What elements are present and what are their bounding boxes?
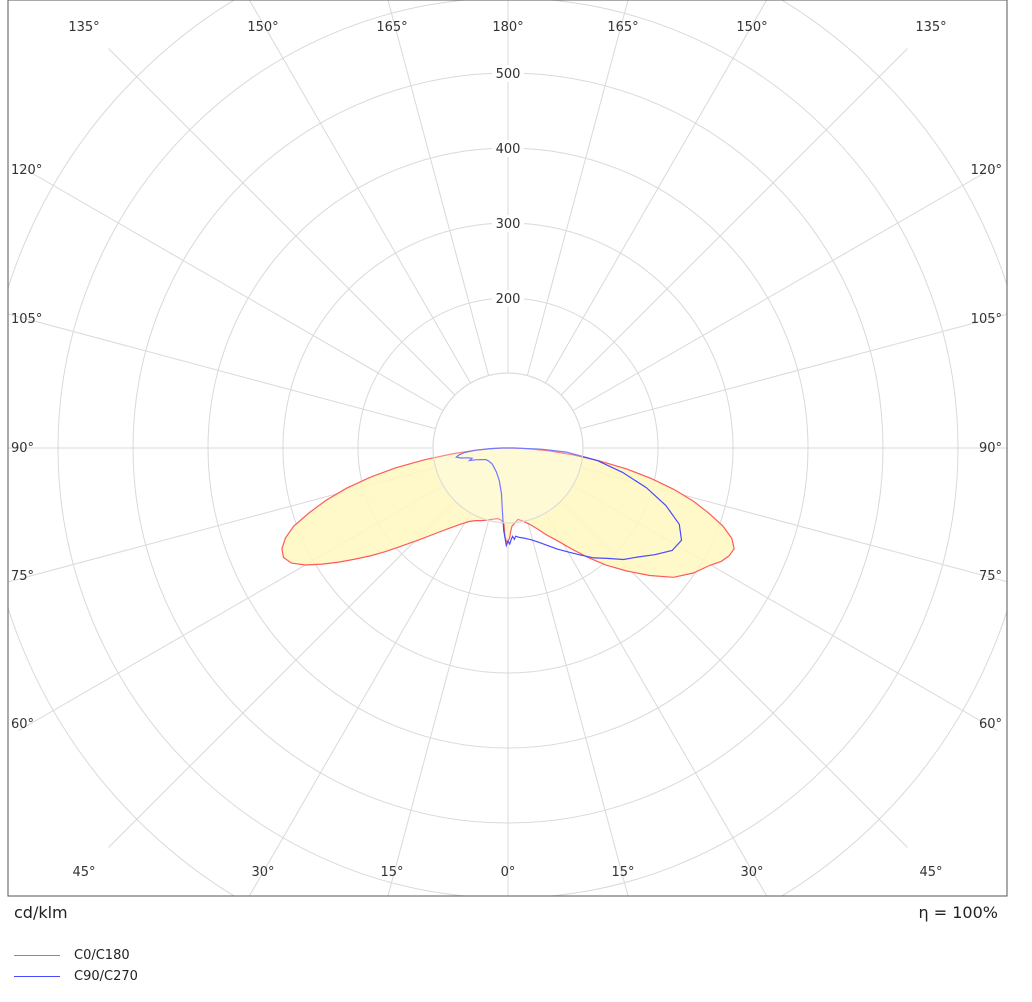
grid-spoke (580, 313, 1007, 430)
angle-tick-label-left: 105° (11, 312, 42, 327)
angle-tick-label-bottom: 30° (251, 865, 274, 880)
grid-spoke (18, 165, 444, 411)
legend: C0/C180 C90/C270 (14, 945, 138, 987)
grid-spoke (545, 512, 768, 896)
legend-swatch-c0 (14, 955, 60, 956)
series-line-0 (281, 447, 735, 578)
angle-tick-label-top: 150° (247, 20, 278, 35)
hub-circle (432, 372, 584, 524)
legend-label-c0: C0/C180 (74, 948, 130, 963)
angle-tick-label-top: 165° (376, 20, 407, 35)
angle-tick-label-right: 60° (979, 717, 1002, 732)
grid-spoke (560, 48, 908, 396)
grid-spoke (387, 520, 490, 896)
grid-spoke (545, 0, 768, 384)
angle-tick-label-left: 90° (11, 441, 34, 456)
grid-spoke (8, 313, 436, 430)
radial-tick-bg (492, 140, 524, 157)
angle-tick-label-right: 120° (971, 163, 1002, 178)
radial-tick-label: 200 (496, 292, 521, 307)
grid-spoke (108, 48, 456, 396)
angle-tick-label-bottom: 45° (919, 865, 942, 880)
angle-tick-label-bottom: 30° (740, 865, 763, 880)
legend-item-c90: C90/C270 (14, 966, 138, 987)
series-fill-0 (281, 448, 735, 578)
series-line-1 (454, 447, 683, 561)
plot-frame (7, 0, 1008, 897)
center-hub (432, 372, 584, 524)
angle-tick-label-left: 120° (11, 163, 42, 178)
radial-tick-bg (492, 215, 524, 232)
series-layer (281, 447, 735, 578)
grid-spoke (387, 0, 490, 376)
legend-item-c0: C0/C180 (14, 945, 138, 966)
grid-spoke (572, 165, 998, 411)
radial-tick-label: 500 (496, 67, 521, 82)
angle-tick-label-left: 75° (11, 569, 34, 584)
radial-tick-bg (492, 290, 524, 307)
tick-labels: 200 300 400 500 135° 150° 165° 180° 165° 150° 135°… (11, 20, 1002, 880)
radial-tick-label: 300 (496, 217, 521, 232)
grid-spoke (248, 512, 471, 896)
angle-tick-label-top: 180° (492, 20, 523, 35)
grid-spoke (526, 0, 629, 376)
unit-label: cd/klm (14, 903, 68, 922)
angle-tick-label-bottom: 15° (611, 865, 634, 880)
angle-tick-label-bottom: 45° (72, 865, 95, 880)
angle-tick-label-right: 105° (971, 312, 1002, 327)
grid-spoke (108, 500, 456, 848)
angle-tick-label-top: 135° (68, 20, 99, 35)
efficiency-label: η = 100% (918, 903, 998, 922)
legend-label-c90: C90/C270 (74, 969, 138, 984)
angle-tick-label-bottom: 15° (380, 865, 403, 880)
legend-swatch-c90 (14, 976, 60, 977)
angle-tick-label-top: 165° (607, 20, 638, 35)
angle-tick-label-bottom: 0° (501, 865, 516, 880)
angle-tick-label-right: 90° (979, 441, 1002, 456)
radial-tick-label: 400 (496, 142, 521, 157)
angle-tick-label-top: 150° (736, 20, 767, 35)
angle-tick-label-top: 135° (915, 20, 946, 35)
grid-spoke (526, 520, 629, 896)
angle-tick-label-right: 75° (979, 569, 1002, 584)
grid-spoke (248, 0, 471, 384)
radial-tick-bg (492, 65, 524, 82)
angle-tick-label-left: 60° (11, 717, 34, 732)
